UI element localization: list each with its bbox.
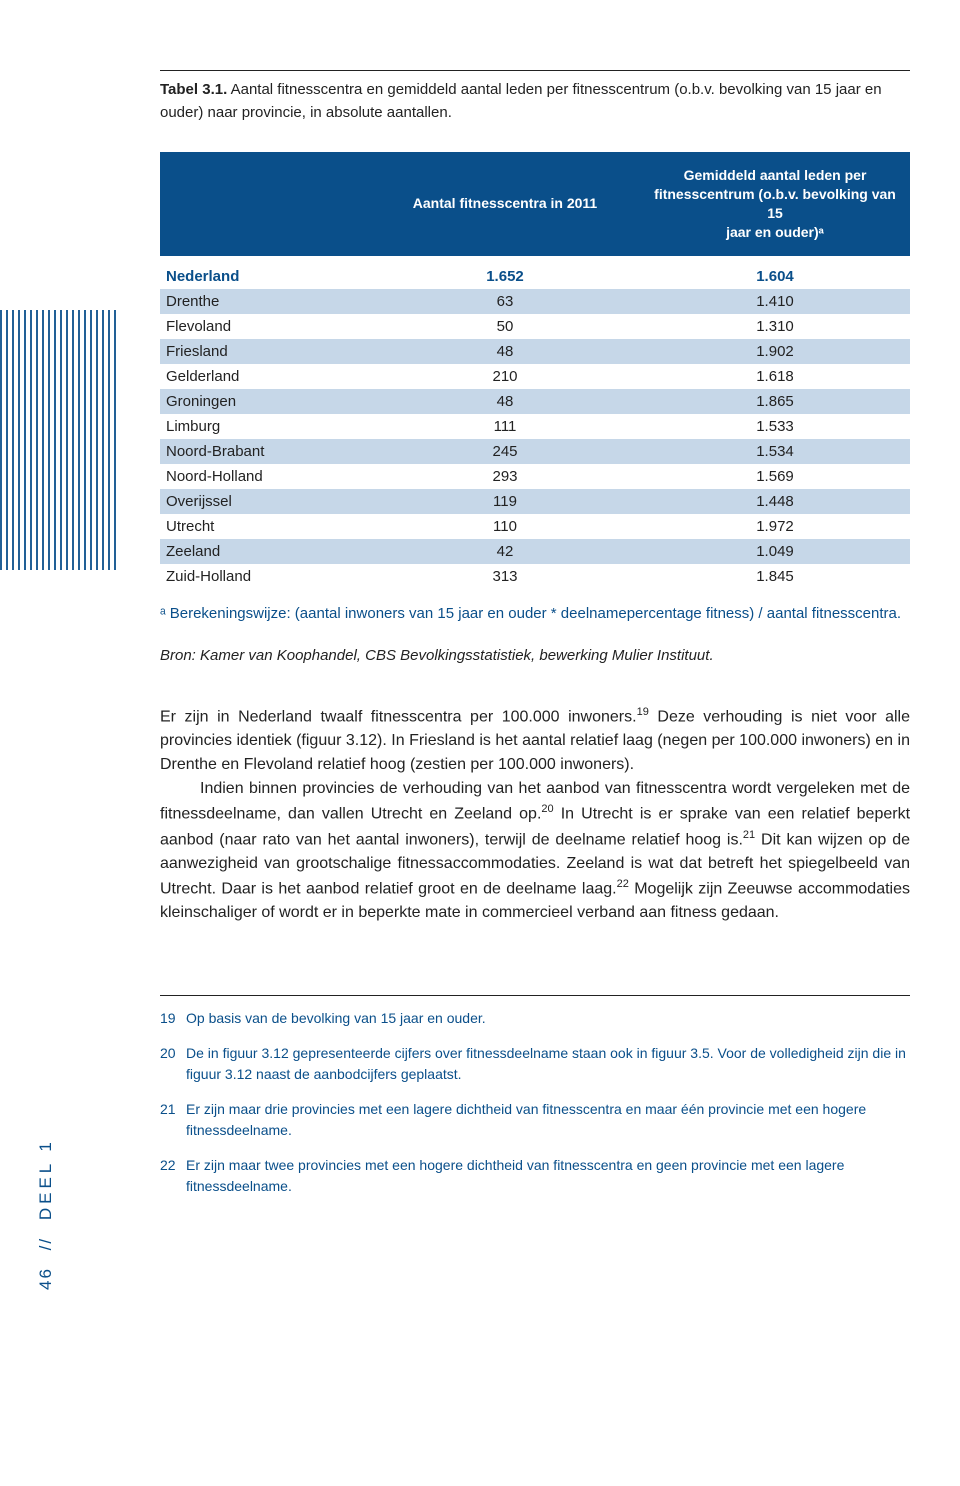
footnote-item: 20 De in figuur 3.12 gepresenteerde cijf…: [160, 1043, 910, 1085]
th-col1: Aantal fitnesscentra in 2011: [370, 152, 640, 256]
table-row: Friesland 48 1.902: [160, 339, 910, 364]
total-name: Nederland: [160, 264, 370, 289]
body-text: Er zijn in Nederland twaalf fitnesscentr…: [160, 704, 910, 925]
fitness-table: Aantal fitnesscentra in 2011 Gemiddeld a…: [160, 152, 910, 589]
table-source: Bron: Kamer van Koophandel, CBS Bevolkin…: [160, 647, 910, 664]
table-row: Overijssel 119 1.448: [160, 489, 910, 514]
table-row: Limburg 111 1.533: [160, 414, 910, 439]
table-total-row: Nederland 1.652 1.604: [160, 264, 910, 289]
th-col2: Gemiddeld aantal leden per fitnesscentru…: [640, 152, 910, 256]
th-blank: [160, 152, 370, 256]
side-hatch-decoration: [0, 310, 120, 570]
table-row: Groningen 48 1.865: [160, 389, 910, 414]
page-separator: //: [36, 1237, 55, 1250]
table-row: Zeeland 42 1.049: [160, 539, 910, 564]
caption-text: Aantal fitnesscentra en gemiddeld aantal…: [160, 81, 882, 121]
table-caption: Tabel 3.1. Aantal fitnesscentra en gemid…: [160, 79, 910, 124]
caption-label: Tabel 3.1.: [160, 81, 227, 98]
footnote-item: 21 Er zijn maar drie provincies met een …: [160, 1099, 910, 1141]
footnote-item: 22 Er zijn maar twee provincies met een …: [160, 1155, 910, 1197]
table-footnote-a: ᵃ Berekeningswijze: (aantal inwoners van…: [160, 603, 910, 626]
section-label: DEEL 1: [36, 1138, 55, 1220]
table-row: Drenthe 63 1.410: [160, 289, 910, 314]
footnotes: 19 Op basis van de bevolking van 15 jaar…: [160, 1008, 910, 1197]
footnote-rule: [160, 995, 910, 996]
total-c1: 1.652: [370, 264, 640, 289]
table-row: Zuid-Holland 313 1.845: [160, 564, 910, 589]
caption-rule: [160, 70, 910, 71]
page-number: 46: [36, 1267, 55, 1290]
table-row: Noord-Brabant 245 1.534: [160, 439, 910, 464]
table-row: Noord-Holland 293 1.569: [160, 464, 910, 489]
table-row: Gelderland 210 1.618: [160, 364, 910, 389]
total-c2: 1.604: [640, 264, 910, 289]
table-row: Utrecht 110 1.972: [160, 514, 910, 539]
table-row: Flevoland 50 1.310: [160, 314, 910, 339]
page-side-label: 46 // DEEL 1: [36, 1138, 56, 1290]
footnote-item: 19 Op basis van de bevolking van 15 jaar…: [160, 1008, 910, 1029]
